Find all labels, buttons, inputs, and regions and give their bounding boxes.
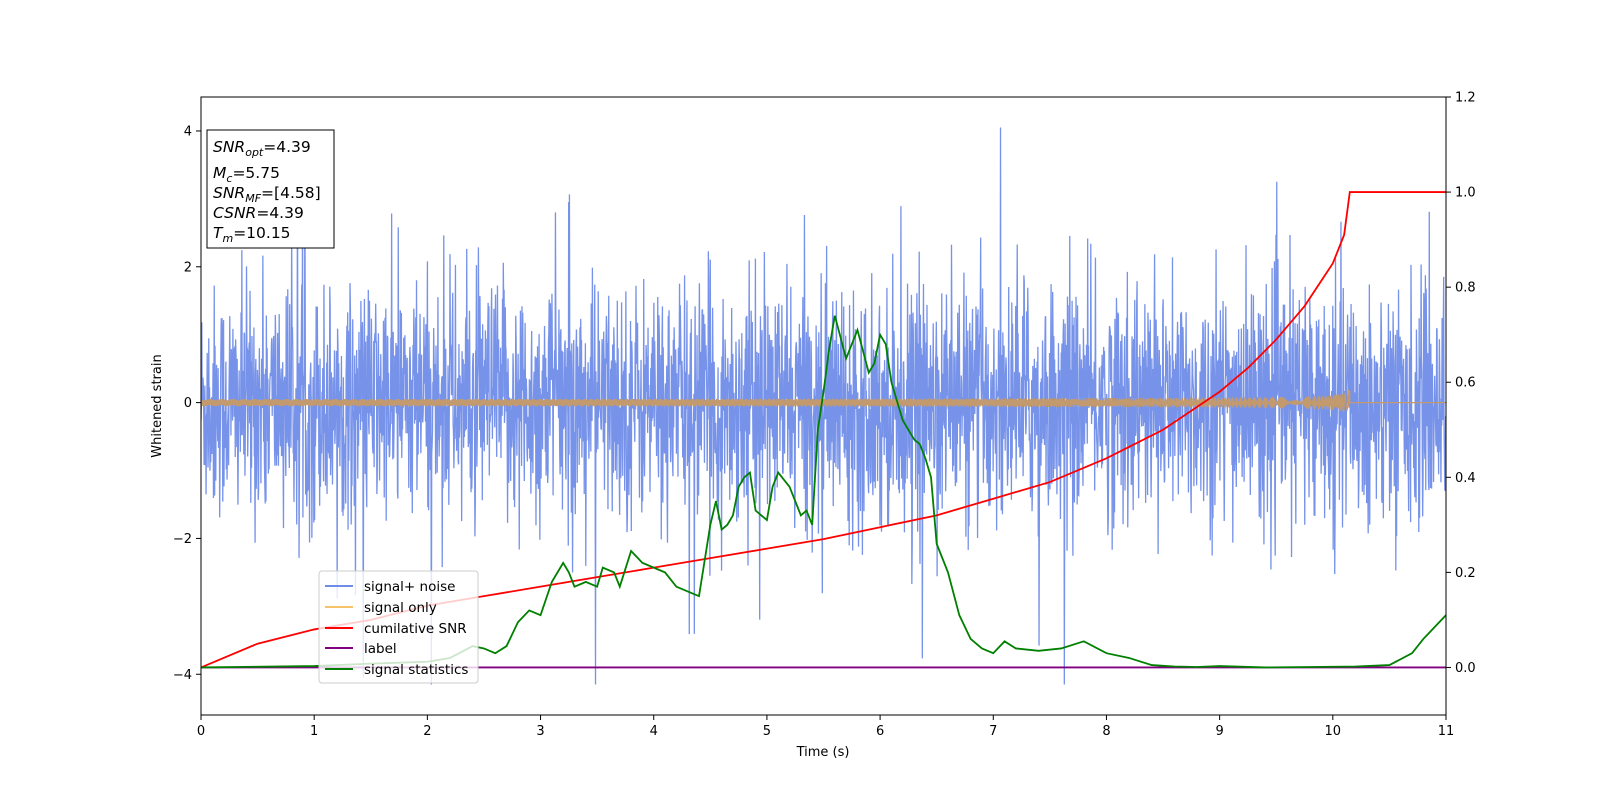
- y-tick-label: −2: [173, 532, 192, 547]
- legend-label-cumulative-snr: cumilative SNR: [364, 621, 467, 637]
- y-axis-label: Whitened strain: [150, 354, 165, 457]
- y-tick-label: 4: [184, 124, 192, 139]
- info-box: SNRopt=4.39 Mc=5.75 SNRMF=[4.58] CSNR=4.…: [206, 129, 335, 249]
- info-snr-mf: SNRMF=[4.58]: [213, 184, 321, 205]
- x-tick-label: 7: [989, 724, 997, 739]
- series-signal-statistics: [201, 315, 1446, 669]
- info-csnr: CSNR=4.39: [213, 204, 304, 222]
- series-signal-only: [201, 389, 1446, 412]
- plot-frame: [200, 96, 1447, 716]
- x-tick-label: 11: [1438, 724, 1455, 739]
- legend-label-label: label: [364, 641, 397, 657]
- y2-tick-label: 0.6: [1455, 376, 1476, 391]
- legend-label-signal-only: signal only: [364, 600, 437, 616]
- ticks-layer: 0 1 2 3 4 5 6 7 8 9 10 11 −4 −2 0 2 4 0.0 0.2 0.4 0.6 0.8 1.0 1…: [173, 91, 1476, 740]
- info-mc: Mc=5.75: [213, 164, 280, 185]
- noise-layer: [201, 127, 1446, 685]
- y-tick-label: −4: [173, 668, 192, 683]
- y2-tick-label: 0.0: [1455, 661, 1476, 676]
- x-tick-label: 4: [650, 724, 658, 739]
- x-tick-label: 3: [536, 724, 544, 739]
- x-tick-label: 2: [423, 724, 431, 739]
- signal-layer: [201, 389, 1446, 412]
- x-tick-label: 1: [310, 724, 318, 739]
- y2-tick-label: 0.8: [1455, 281, 1476, 296]
- x-tick-label: 6: [876, 724, 884, 739]
- x-tick-label: 8: [1102, 724, 1110, 739]
- info-tm: Tm=10.15: [213, 224, 291, 245]
- x-tick-label: 0: [197, 724, 205, 739]
- y-tick-label: 2: [184, 260, 192, 275]
- x-axis-label: Time (s): [796, 745, 850, 760]
- x-tick-label: 9: [1215, 724, 1223, 739]
- y2-tick-label: 1.0: [1455, 186, 1476, 201]
- legend-label-signal-noise: signal+ noise: [364, 579, 455, 595]
- series-signal-noise: [201, 127, 1446, 685]
- legend-frame: [318, 570, 479, 684]
- y2-tick-label: 0.2: [1455, 566, 1476, 581]
- info-box-frame: [206, 129, 335, 249]
- y2-tick-label: 1.2: [1455, 91, 1476, 106]
- x-tick-label: 10: [1325, 724, 1342, 739]
- y2-tick-label: 0.4: [1455, 471, 1476, 486]
- legend-label-signal-statistics: signal statistics: [364, 662, 468, 678]
- x-tick-label: 5: [763, 724, 771, 739]
- y-tick-label: 0: [184, 396, 192, 411]
- legend: signal+ noise signal only cumilative SNR…: [318, 570, 479, 684]
- info-snr-opt: SNRopt=4.39: [213, 138, 311, 159]
